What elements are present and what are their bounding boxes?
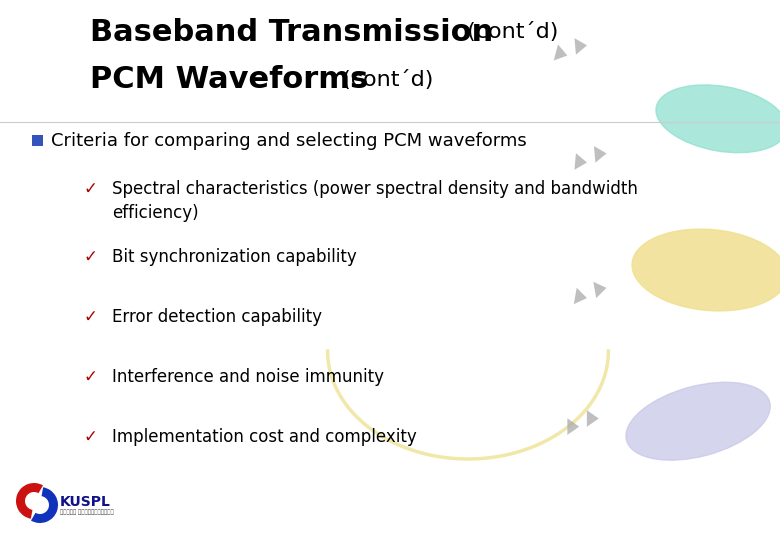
Ellipse shape bbox=[626, 382, 770, 460]
Text: Bit synchronization capability: Bit synchronization capability bbox=[112, 248, 356, 266]
Polygon shape bbox=[567, 418, 580, 435]
Text: ✓: ✓ bbox=[83, 180, 97, 198]
Polygon shape bbox=[587, 410, 599, 427]
Text: PCM Waveforms: PCM Waveforms bbox=[90, 65, 368, 94]
Ellipse shape bbox=[656, 85, 780, 153]
Text: Criteria for comparing and selecting PCM waveforms: Criteria for comparing and selecting PCM… bbox=[51, 132, 527, 150]
Text: (cont´d): (cont´d) bbox=[460, 22, 558, 42]
Text: ✓: ✓ bbox=[83, 368, 97, 386]
Ellipse shape bbox=[632, 229, 780, 311]
Text: Spectral characteristics (power spectral density and bandwidth
efficiency): Spectral characteristics (power spectral… bbox=[112, 180, 638, 221]
Text: Baseband Transmission: Baseband Transmission bbox=[90, 18, 493, 47]
Polygon shape bbox=[574, 153, 587, 170]
Text: ✓: ✓ bbox=[83, 308, 97, 326]
Wedge shape bbox=[31, 487, 58, 523]
Text: KUSPL: KUSPL bbox=[60, 495, 111, 509]
Text: Implementation cost and complexity: Implementation cost and complexity bbox=[112, 428, 417, 446]
Wedge shape bbox=[16, 483, 43, 519]
Bar bbox=[32, 135, 43, 146]
Text: ✓: ✓ bbox=[83, 248, 97, 266]
Polygon shape bbox=[594, 146, 607, 163]
Text: Interference and noise immunity: Interference and noise immunity bbox=[112, 368, 384, 386]
Text: 솔르스크어 누리파화전신리덕연구소: 솔르스크어 누리파화전신리덕연구소 bbox=[60, 509, 114, 515]
Text: (cont´d): (cont´d) bbox=[335, 70, 434, 90]
Polygon shape bbox=[594, 282, 606, 298]
Polygon shape bbox=[574, 38, 587, 55]
Text: Error detection capability: Error detection capability bbox=[112, 308, 322, 326]
Text: ✓: ✓ bbox=[83, 428, 97, 446]
Polygon shape bbox=[574, 288, 587, 304]
Polygon shape bbox=[554, 44, 567, 60]
